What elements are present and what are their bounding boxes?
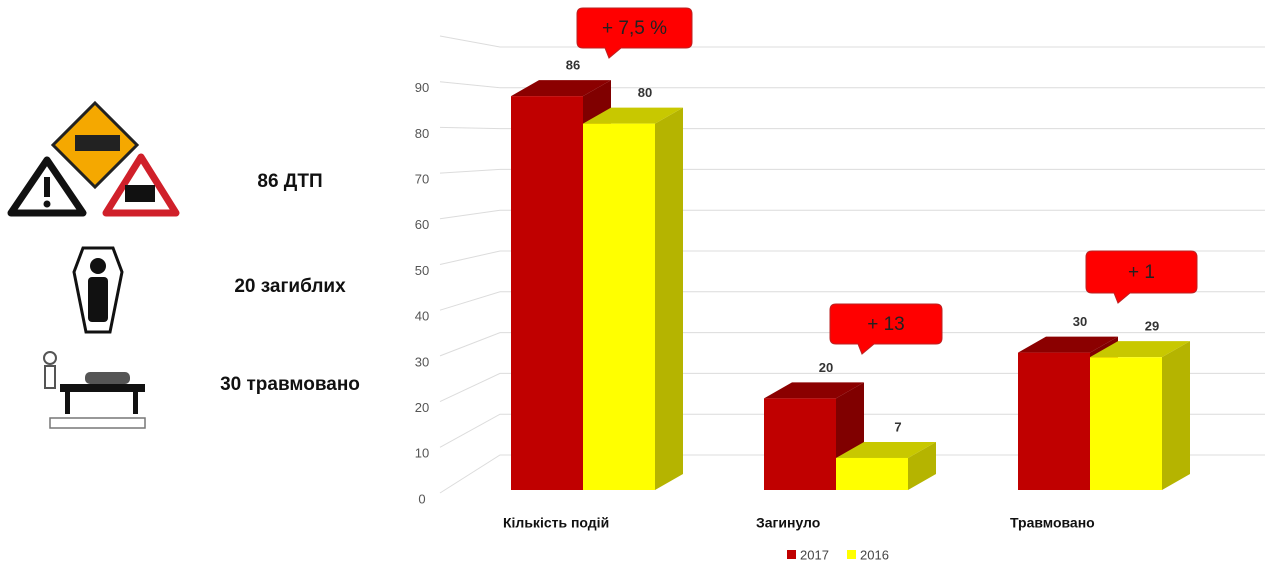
bar bbox=[836, 441, 936, 490]
y-tick-label: 90 bbox=[415, 80, 429, 95]
bar-top bbox=[1090, 341, 1190, 358]
y-tick-label: 40 bbox=[415, 309, 429, 324]
bar-front bbox=[583, 123, 655, 490]
value-label: 80 bbox=[638, 85, 652, 100]
grid-line bbox=[439, 81, 1265, 89]
grid-line bbox=[439, 332, 1265, 357]
bar-side bbox=[655, 107, 683, 490]
callout-text: + 13 bbox=[867, 314, 905, 335]
grid-line bbox=[439, 126, 1265, 130]
value-label: 30 bbox=[1073, 314, 1087, 329]
y-tick-label: 20 bbox=[415, 400, 429, 415]
x-tick-label: Кількість подій bbox=[503, 515, 609, 531]
callout-text: + 7,5 % bbox=[602, 18, 667, 39]
side-label: 20 загиблих bbox=[234, 276, 346, 297]
coffin-icon bbox=[72, 246, 124, 334]
grid-line bbox=[439, 250, 1265, 265]
callout bbox=[829, 303, 943, 355]
y-tick-label: 30 bbox=[415, 354, 429, 369]
value-label: 20 bbox=[819, 360, 833, 375]
bar-top bbox=[511, 80, 611, 97]
bar-front bbox=[1090, 357, 1162, 490]
side-label: 86 ДТП bbox=[257, 171, 322, 192]
bar-front bbox=[836, 457, 908, 490]
callout bbox=[1085, 250, 1198, 304]
y-tick-label: 70 bbox=[415, 172, 429, 187]
value-label: 29 bbox=[1145, 319, 1159, 334]
bar-side bbox=[908, 441, 936, 490]
callout-text: + 1 bbox=[1128, 262, 1155, 283]
bar-front bbox=[1018, 352, 1090, 490]
bar-top bbox=[1018, 336, 1118, 353]
side-label: 30 травмовано bbox=[220, 374, 360, 395]
grid-line bbox=[439, 35, 1265, 48]
grid-line bbox=[439, 291, 1265, 311]
bar-top bbox=[836, 441, 936, 458]
grid-line bbox=[439, 372, 1265, 403]
grid-line bbox=[439, 454, 1265, 494]
bar-top bbox=[764, 382, 864, 399]
hospital-icon bbox=[43, 351, 146, 429]
warning-icons bbox=[7, 100, 180, 217]
y-tick-label: 10 bbox=[415, 446, 429, 461]
bar bbox=[1090, 341, 1190, 490]
grid-line bbox=[439, 168, 1265, 174]
y-tick-label: 80 bbox=[415, 126, 429, 141]
y-tick-label: 50 bbox=[415, 263, 429, 278]
bar bbox=[583, 107, 683, 490]
callout bbox=[576, 7, 693, 59]
legend-swatch bbox=[787, 550, 796, 559]
x-tick-label: Травмовано bbox=[1010, 515, 1095, 531]
grid-line bbox=[439, 413, 1265, 448]
y-tick-label: 60 bbox=[415, 217, 429, 232]
legend-label: 2017 bbox=[800, 547, 829, 562]
bar-side bbox=[1162, 341, 1190, 490]
x-tick-label: Загинуло bbox=[756, 515, 820, 531]
bar-front bbox=[511, 96, 583, 491]
bar-front bbox=[764, 398, 836, 490]
value-label: 86 bbox=[566, 58, 580, 73]
legend-label: 2016 bbox=[860, 547, 889, 562]
legend-swatch bbox=[847, 550, 856, 559]
value-label: 7 bbox=[894, 419, 901, 434]
y-tick-label: 0 bbox=[418, 491, 425, 506]
bar-top bbox=[583, 107, 683, 124]
grid-line bbox=[439, 209, 1265, 220]
